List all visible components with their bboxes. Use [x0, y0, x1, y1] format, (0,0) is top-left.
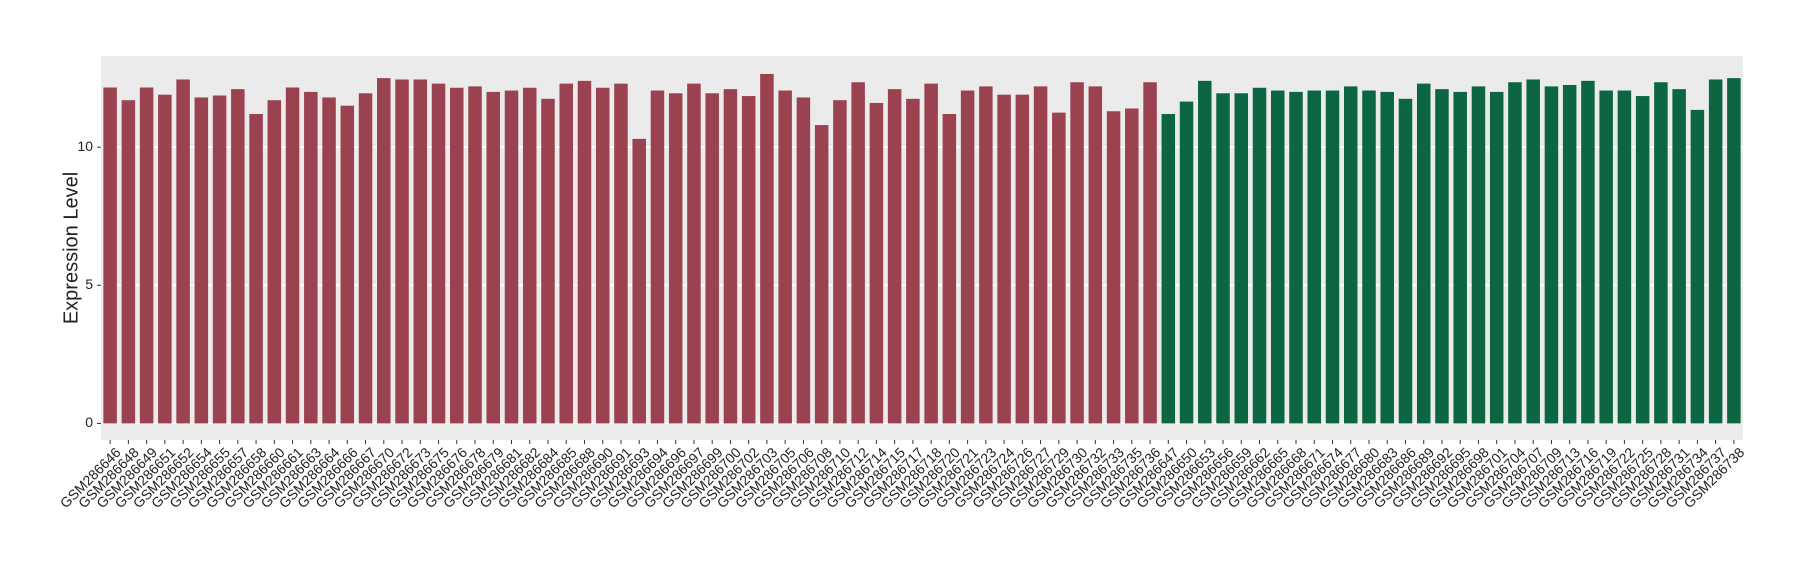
bar — [304, 91, 318, 424]
bar — [1416, 83, 1431, 424]
bar — [431, 83, 446, 424]
bar — [1106, 111, 1121, 424]
bar — [504, 90, 519, 424]
bar — [1690, 109, 1705, 424]
bar — [1015, 94, 1030, 424]
bar — [377, 78, 391, 424]
bar — [194, 97, 209, 424]
bar — [595, 87, 610, 424]
bar — [1252, 87, 1267, 424]
bar — [1562, 85, 1577, 424]
bar — [577, 80, 592, 424]
bar — [1599, 90, 1613, 424]
bar — [176, 79, 190, 424]
bar — [650, 90, 665, 424]
bar — [103, 87, 117, 424]
bar — [340, 105, 355, 424]
bar — [1672, 89, 1686, 424]
bar — [1179, 101, 1194, 424]
bar — [1617, 90, 1632, 424]
bar — [887, 89, 902, 424]
bar — [1161, 114, 1176, 424]
bar — [997, 94, 1011, 424]
bar — [1398, 98, 1413, 424]
bar — [522, 87, 537, 424]
bar — [1070, 82, 1084, 424]
bar — [212, 95, 227, 424]
bar — [723, 89, 738, 424]
bar — [614, 83, 628, 424]
bar — [1708, 79, 1723, 424]
bar — [632, 138, 646, 424]
bar — [1343, 86, 1358, 424]
bar — [158, 94, 172, 424]
bar — [1435, 89, 1449, 424]
bar — [468, 86, 482, 424]
bar — [741, 96, 756, 424]
bar — [541, 98, 555, 424]
bar — [231, 89, 245, 424]
bar — [979, 86, 993, 424]
bar — [486, 91, 501, 424]
bar — [1143, 82, 1157, 424]
bar — [778, 90, 792, 424]
bar — [139, 87, 154, 424]
bar — [760, 73, 774, 424]
bar — [1544, 86, 1559, 424]
bar — [1453, 91, 1467, 424]
bar — [1198, 80, 1212, 424]
bar — [960, 90, 975, 424]
bar — [1654, 82, 1668, 424]
bar — [322, 97, 336, 424]
bar — [1088, 86, 1103, 424]
bar — [705, 93, 719, 424]
bar — [942, 114, 957, 424]
bar — [1471, 86, 1486, 424]
bar — [924, 83, 938, 424]
bar — [1362, 90, 1376, 424]
bar — [814, 125, 829, 424]
bar — [796, 97, 811, 424]
bar — [687, 83, 701, 424]
bar — [1508, 82, 1522, 424]
bar — [559, 83, 573, 424]
bar — [1307, 90, 1322, 424]
y-tick-label: 10 — [77, 138, 93, 154]
y-tick-label: 5 — [85, 276, 93, 292]
bar — [1052, 112, 1066, 424]
bar — [1271, 90, 1285, 424]
bar — [833, 100, 847, 424]
bar — [1380, 91, 1394, 424]
bar — [1033, 86, 1048, 424]
bar — [285, 87, 300, 424]
bar — [1635, 96, 1650, 424]
bar — [395, 79, 409, 424]
bar — [1581, 80, 1595, 424]
bar — [121, 100, 136, 424]
panel — [101, 56, 1743, 440]
y-axis-label: Expression Level — [60, 172, 82, 324]
bar — [450, 87, 464, 424]
bar — [1526, 79, 1540, 424]
bar — [1489, 91, 1504, 424]
bar — [869, 102, 884, 424]
bar — [851, 82, 865, 424]
bar — [906, 98, 920, 424]
bar — [668, 93, 683, 424]
bar — [249, 114, 263, 424]
bar — [1325, 90, 1340, 424]
bar — [1234, 93, 1249, 424]
bar — [267, 100, 282, 424]
bar — [413, 79, 428, 424]
bar — [1727, 78, 1741, 424]
bar — [1289, 91, 1303, 424]
bar — [1216, 93, 1230, 424]
bar — [358, 93, 373, 424]
bar — [1125, 108, 1139, 424]
y-tick-label: 0 — [85, 414, 93, 430]
